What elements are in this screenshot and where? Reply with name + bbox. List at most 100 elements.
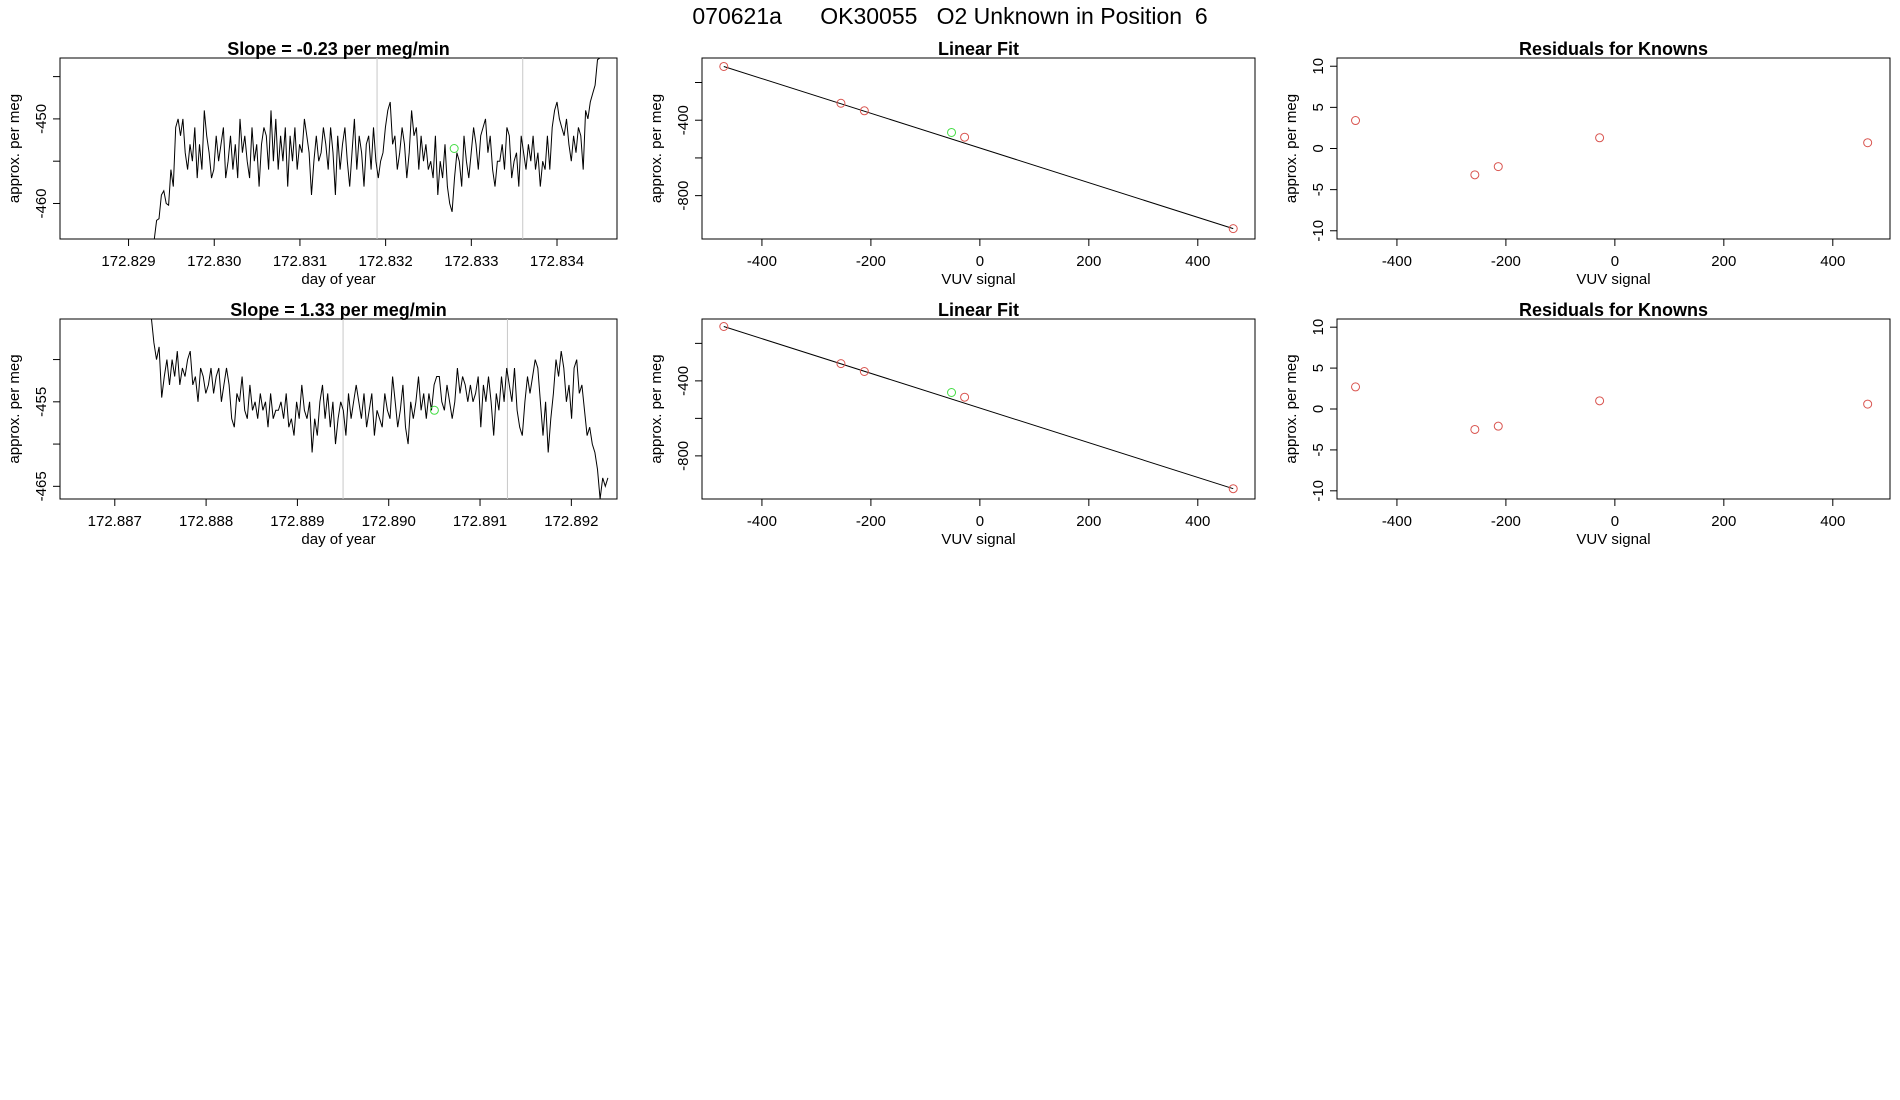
y-tick-label: 10 — [1310, 58, 1327, 75]
x-tick-label: 400 — [1185, 253, 1210, 270]
x-tick-label: 200 — [1711, 253, 1736, 270]
y-tick-label: -5 — [1310, 183, 1327, 196]
x-tick-label: -400 — [1382, 513, 1412, 530]
plot-area — [719, 61, 1238, 234]
known-point — [1595, 133, 1605, 143]
x-tick-label: 0 — [1611, 513, 1619, 530]
x-tick-label: 400 — [1185, 513, 1210, 530]
x-tick-label: 400 — [1820, 253, 1845, 270]
x-axis-label: VUV signal — [941, 531, 1015, 548]
x-tick-label: -400 — [747, 513, 777, 530]
chart-panel-res2: Residuals for Knowns -400 -200 0 200 400 10 5 0 -… — [1283, 300, 1891, 548]
x-tick-label: 0 — [976, 253, 984, 270]
known-point — [836, 98, 846, 108]
known-point — [1228, 224, 1238, 234]
y-axis-label: approx. per meg — [648, 354, 665, 463]
x-tick-label: -200 — [1491, 253, 1521, 270]
fit-line — [723, 66, 1234, 230]
chart-title: Linear Fit — [938, 300, 1019, 320]
known-point — [1228, 484, 1238, 494]
unknown-point — [449, 144, 459, 153]
known-point — [1493, 421, 1503, 431]
y-axis-label: approx. per meg — [1283, 354, 1300, 463]
y-tick-label: -450 — [33, 104, 50, 134]
y-tick-label: -465 — [33, 471, 50, 501]
y-tick-label: -400 — [675, 105, 692, 135]
chart-panel-fit2: Linear Fit -400 -200 0 200 400 -400 -800 VUV sig… — [648, 300, 1256, 548]
chart-panel-ts1: Slope = -0.23 per meg/min 172.829 172.830 1… — [6, 39, 618, 288]
x-tick-label: 172.831 — [273, 253, 327, 270]
known-point — [960, 392, 970, 402]
y-axis-label: approx. per meg — [6, 354, 23, 463]
known-point — [719, 322, 729, 331]
x-tick-label: -400 — [1382, 253, 1412, 270]
unknown-point — [947, 127, 957, 137]
y-tick-label: 0 — [1310, 144, 1327, 152]
x-tick-label: 172.830 — [187, 253, 241, 270]
known-point — [1493, 162, 1503, 172]
chart-panel-ts2: Slope = 1.33 per meg/min 172.887 172.888 17… — [6, 300, 618, 548]
known-point — [1351, 382, 1361, 392]
y-tick-label: -460 — [33, 188, 50, 218]
y-axis-label: approx. per meg — [6, 94, 23, 203]
y-tick-label: -10 — [1310, 220, 1327, 242]
unknown-point — [429, 405, 439, 415]
plot-area — [1351, 382, 1873, 434]
chart-title: Linear Fit — [938, 39, 1019, 59]
plot-frame — [1336, 318, 1891, 500]
fit-line — [723, 326, 1234, 490]
x-tick-label: 200 — [1076, 513, 1101, 530]
x-axis-label: VUV signal — [941, 271, 1015, 288]
x-tick-label: 172.892 — [544, 513, 598, 530]
y-tick-label: 5 — [1310, 103, 1327, 111]
y-tick-label: 5 — [1310, 364, 1327, 372]
x-axis-label: VUV signal — [1576, 531, 1650, 548]
known-point — [960, 132, 970, 142]
x-axis-label: VUV signal — [1576, 271, 1650, 288]
chart-title: Slope = -0.23 per meg/min — [227, 39, 450, 59]
y-axis-label: approx. per meg — [648, 94, 665, 203]
x-tick-label: 400 — [1820, 513, 1845, 530]
plot-area — [150, 319, 609, 499]
x-tick-label: 172.833 — [444, 253, 498, 270]
known-point — [859, 106, 869, 116]
known-point — [1595, 396, 1605, 406]
chart-title: Slope = 1.33 per meg/min — [230, 300, 447, 320]
y-tick-label: -10 — [1310, 480, 1327, 502]
plot-frame — [59, 57, 618, 240]
chart-title: Residuals for Knowns — [1519, 39, 1708, 59]
plot-frame — [701, 57, 1256, 240]
x-tick-label: 0 — [1611, 253, 1619, 270]
known-point — [719, 61, 729, 71]
page-title: 070621a OK30055 O2 Unknown in Position 6 — [692, 3, 1208, 29]
plot-frame — [1336, 57, 1891, 240]
x-tick-label: 200 — [1711, 513, 1736, 530]
y-tick-label: -800 — [675, 441, 692, 471]
x-tick-label: 0 — [976, 513, 984, 530]
x-tick-label: 172.888 — [179, 513, 233, 530]
known-point — [1351, 116, 1361, 126]
known-point — [1470, 424, 1480, 434]
y-tick-label: -800 — [675, 181, 692, 211]
y-tick-label: -5 — [1310, 443, 1327, 456]
x-tick-label: 172.834 — [530, 253, 584, 270]
known-point — [1863, 399, 1873, 409]
x-tick-label: 172.889 — [270, 513, 324, 530]
known-point — [859, 367, 869, 376]
plot-area — [153, 58, 601, 239]
x-axis-label: day of year — [301, 531, 375, 548]
y-tick-label: 10 — [1310, 319, 1327, 336]
x-tick-label: 172.890 — [362, 513, 416, 530]
x-tick-label: 172.829 — [101, 253, 155, 270]
plot-area — [719, 322, 1238, 494]
x-tick-label: -200 — [1491, 513, 1521, 530]
x-tick-label: 172.832 — [359, 253, 413, 270]
x-axis-label: day of year — [301, 271, 375, 288]
chart-panel-res1: Residuals for Knowns -400 -200 0 200 400 10 5 0 -… — [1283, 39, 1891, 288]
y-tick-label: -400 — [675, 366, 692, 396]
data-series-line — [153, 58, 601, 239]
x-tick-label: 172.891 — [453, 513, 507, 530]
plot-frame — [59, 318, 618, 500]
x-tick-label: -400 — [747, 253, 777, 270]
